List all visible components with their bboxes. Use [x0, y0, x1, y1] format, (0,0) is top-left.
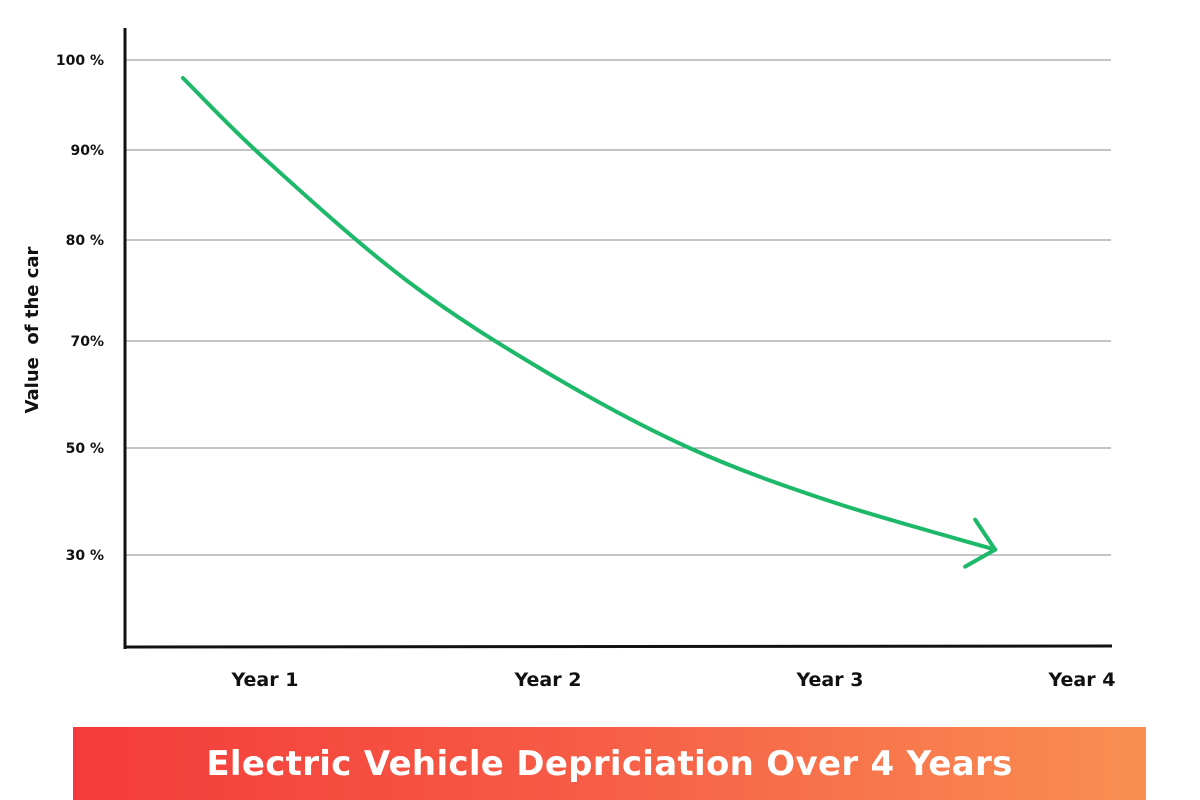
x-tick-label: Year 2	[514, 669, 582, 691]
y-tick-labels: 100 % 90% 80 % 70% 50 % 30 %	[56, 53, 104, 564]
gridlines	[126, 59, 1111, 556]
depreciation-chart: 100 %90%80 %70%50 %30 % Year 1 Year 2 Year…	[22, 28, 1116, 691]
y-tick-label: 30 %	[66, 548, 104, 564]
arrowhead-icon	[963, 517, 998, 569]
y-tick-label: 80 %	[66, 233, 104, 249]
x-tick-label: Year 3	[796, 669, 864, 691]
series-line-group	[180, 76, 998, 569]
y-tick-label: 50 %	[66, 441, 104, 457]
y-axis-label: Value of the car	[22, 246, 43, 413]
x-axis	[123, 644, 1113, 649]
title-banner: Electric Vehicle Depriciation Over 4 Yea…	[73, 727, 1146, 800]
y-tick-label: 90%	[70, 143, 104, 159]
y-tick-label: 100 %	[56, 53, 104, 69]
depreciation-line	[180, 76, 998, 552]
x-tick-label: Year 4	[1048, 669, 1116, 691]
x-tick-label: Year 1	[231, 669, 299, 691]
y-tick-label: 70%	[70, 334, 104, 350]
x-tick-labels: Year 1 Year 2 Year 3 Year 4	[231, 669, 1116, 691]
chart-title: Electric Vehicle Depriciation Over 4 Yea…	[206, 743, 1013, 784]
